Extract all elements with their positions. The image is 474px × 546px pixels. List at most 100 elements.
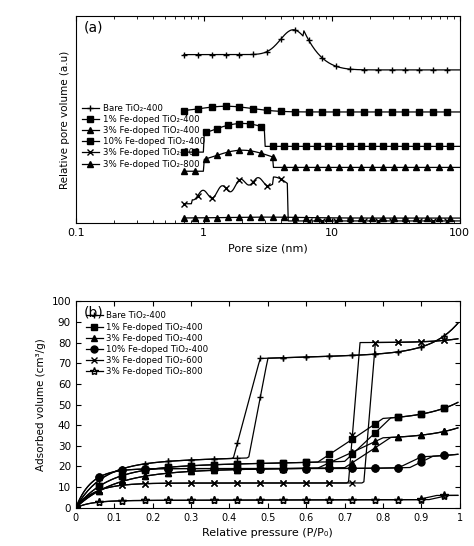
Bare TiO₂-400	[182, 51, 188, 58]
10% Fe-doped TiO₂-400	[181, 107, 187, 114]
3% Fe-doped TiO₂-800	[182, 215, 188, 221]
3% Fe-doped TiO₂-800	[73, 505, 79, 511]
3% Fe-doped TiO₂-400	[351, 164, 356, 171]
Line: 3% Fe-doped TiO₂-600: 3% Fe-doped TiO₂-600	[181, 174, 463, 224]
3% Fe-doped TiO₂-400	[145, 472, 150, 479]
Line: 3% Fe-doped TiO₂-400: 3% Fe-doped TiO₂-400	[181, 147, 463, 174]
3% Fe-doped TiO₂-800	[432, 215, 438, 221]
3% Fe-doped TiO₂-600	[436, 337, 441, 344]
Bare TiO₂-400	[457, 67, 463, 73]
3% Fe-doped TiO₂-400	[414, 164, 420, 171]
Line: 3% Fe-doped TiO₂-800: 3% Fe-doped TiO₂-800	[181, 215, 463, 221]
10% Fe-doped TiO₂-400	[96, 474, 102, 480]
3% Fe-doped TiO₂-600	[89, 491, 94, 497]
3% Fe-doped TiO₂-800	[181, 215, 187, 221]
3% Fe-doped TiO₂-400	[175, 469, 181, 476]
3% Fe-doped TiO₂-800	[455, 492, 461, 498]
3% Fe-doped TiO₂-400	[239, 147, 245, 153]
3% Fe-doped TiO₂-600	[182, 200, 188, 207]
10% Fe-doped TiO₂-400	[351, 109, 356, 115]
1% Fe-doped TiO₂-400	[422, 410, 428, 417]
3% Fe-doped TiO₂-800	[346, 215, 352, 221]
3% Fe-doped TiO₂-800	[351, 215, 356, 221]
3% Fe-doped TiO₂-600	[96, 487, 102, 494]
Bare TiO₂-400	[181, 51, 187, 58]
Line: 1% Fe-doped TiO₂-400: 1% Fe-doped TiO₂-400	[181, 121, 463, 155]
3% Fe-doped TiO₂-800	[89, 500, 94, 506]
3% Fe-doped TiO₂-600	[455, 335, 461, 342]
1% Fe-doped TiO₂-400	[89, 488, 94, 495]
3% Fe-doped TiO₂-400	[422, 431, 428, 438]
Line: Bare TiO₂-400: Bare TiO₂-400	[73, 320, 461, 511]
3% Fe-doped TiO₂-800	[346, 215, 351, 221]
10% Fe-doped TiO₂-400	[455, 451, 461, 458]
Y-axis label: Relative pore volume (a.u): Relative pore volume (a.u)	[60, 50, 70, 189]
3% Fe-doped TiO₂-400	[346, 164, 351, 171]
3% Fe-doped TiO₂-800	[145, 497, 150, 504]
3% Fe-doped TiO₂-600	[346, 218, 352, 224]
1% Fe-doped TiO₂-400	[96, 483, 102, 489]
Bare TiO₂-400	[422, 342, 428, 349]
Bare TiO₂-400	[290, 27, 296, 33]
1% Fe-doped TiO₂-400	[346, 143, 352, 150]
3% Fe-doped TiO₂-600	[352, 218, 357, 224]
3% Fe-doped TiO₂-800	[96, 499, 102, 506]
1% Fe-doped TiO₂-400	[182, 149, 188, 156]
10% Fe-doped TiO₂-400	[346, 109, 352, 115]
1% Fe-doped TiO₂-400	[145, 467, 150, 473]
1% Fe-doped TiO₂-400	[414, 143, 420, 150]
3% Fe-doped TiO₂-600	[175, 480, 181, 486]
10% Fe-doped TiO₂-400	[457, 109, 463, 115]
X-axis label: Relative pressure (P/P₀): Relative pressure (P/P₀)	[202, 528, 333, 538]
3% Fe-doped TiO₂-400	[181, 168, 187, 175]
3% Fe-doped TiO₂-400	[96, 488, 102, 494]
3% Fe-doped TiO₂-400	[455, 425, 461, 431]
X-axis label: Pore size (nm): Pore size (nm)	[228, 244, 308, 253]
3% Fe-doped TiO₂-800	[262, 214, 268, 221]
1% Fe-doped TiO₂-400	[73, 504, 79, 511]
3% Fe-doped TiO₂-800	[175, 497, 181, 503]
10% Fe-doped TiO₂-400	[182, 107, 188, 114]
Legend: Bare TiO₂-400, 1% Fe-doped TiO₂-400, 3% Fe-doped TiO₂-400, 10% Fe-doped TiO₂-400: Bare TiO₂-400, 1% Fe-doped TiO₂-400, 3% …	[80, 102, 206, 170]
1% Fe-doped TiO₂-400	[455, 399, 461, 406]
Bare TiO₂-400	[145, 460, 150, 467]
3% Fe-doped TiO₂-400	[457, 164, 463, 171]
10% Fe-doped TiO₂-400	[224, 103, 229, 110]
Bare TiO₂-400	[436, 336, 441, 343]
1% Fe-doped TiO₂-400	[457, 143, 463, 150]
Text: (a): (a)	[83, 21, 103, 34]
3% Fe-doped TiO₂-800	[436, 494, 441, 501]
10% Fe-doped TiO₂-400	[145, 466, 150, 472]
10% Fe-doped TiO₂-400	[346, 109, 351, 115]
Line: 3% Fe-doped TiO₂-600: 3% Fe-doped TiO₂-600	[73, 335, 461, 511]
Bare TiO₂-400	[96, 477, 102, 484]
Line: 3% Fe-doped TiO₂-800: 3% Fe-doped TiO₂-800	[72, 491, 462, 512]
Y-axis label: Adsorbed volume (cm³/g): Adsorbed volume (cm³/g)	[36, 338, 46, 471]
Bare TiO₂-400	[432, 67, 438, 73]
3% Fe-doped TiO₂-800	[457, 215, 463, 221]
10% Fe-doped TiO₂-400	[436, 453, 441, 459]
1% Fe-doped TiO₂-400	[175, 463, 181, 470]
Bare TiO₂-400	[346, 66, 352, 72]
Line: 10% Fe-doped TiO₂-400: 10% Fe-doped TiO₂-400	[181, 103, 463, 115]
Line: 10% Fe-doped TiO₂-400: 10% Fe-doped TiO₂-400	[73, 451, 461, 511]
3% Fe-doped TiO₂-600	[181, 200, 187, 207]
Bare TiO₂-400	[346, 66, 351, 72]
3% Fe-doped TiO₂-800	[422, 496, 428, 503]
3% Fe-doped TiO₂-400	[432, 164, 438, 171]
3% Fe-doped TiO₂-600	[433, 218, 438, 224]
10% Fe-doped TiO₂-400	[432, 109, 438, 115]
Bare TiO₂-400	[351, 66, 356, 73]
1% Fe-doped TiO₂-400	[181, 149, 187, 156]
1% Fe-doped TiO₂-400	[432, 143, 438, 150]
3% Fe-doped TiO₂-400	[346, 164, 352, 171]
10% Fe-doped TiO₂-400	[422, 457, 428, 464]
10% Fe-doped TiO₂-400	[414, 109, 420, 115]
Line: 3% Fe-doped TiO₂-400: 3% Fe-doped TiO₂-400	[73, 424, 461, 511]
3% Fe-doped TiO₂-600	[145, 480, 150, 487]
Line: 1% Fe-doped TiO₂-400: 1% Fe-doped TiO₂-400	[73, 400, 461, 510]
Bare TiO₂-400	[414, 67, 420, 73]
Bare TiO₂-400	[443, 67, 449, 73]
3% Fe-doped TiO₂-400	[89, 492, 94, 498]
Bare TiO₂-400	[73, 504, 79, 511]
